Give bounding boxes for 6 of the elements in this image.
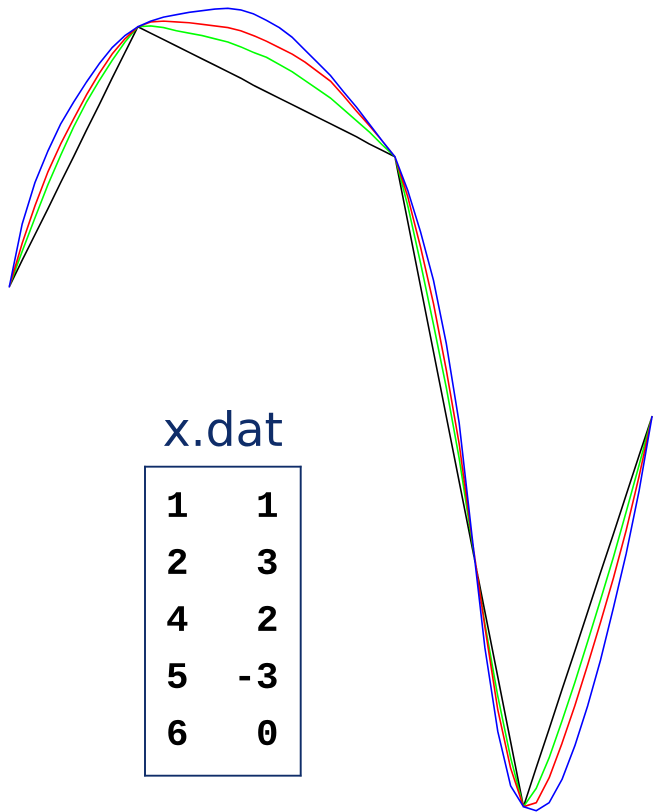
annotation: 2 3 [168, 548, 277, 574]
text: x.dat [164, 410, 282, 447]
annotation: 5 -3 [168, 662, 277, 688]
annotation: 4 2 [167, 606, 276, 631]
annotation: 1 1 [168, 492, 277, 517]
annotation: 6 0 [168, 720, 276, 746]
